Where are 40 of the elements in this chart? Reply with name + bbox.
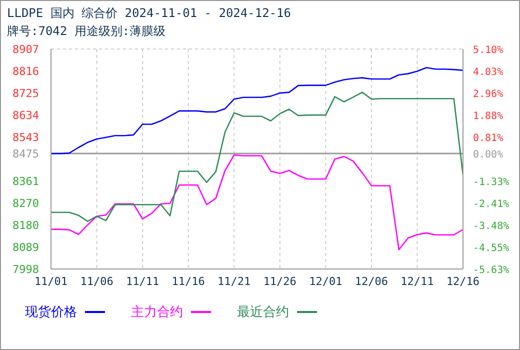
x-tick-label: 12/16 [446, 274, 480, 288]
x-tick-label: 12/01 [309, 274, 342, 288]
y2-tick-label: 0.81% [473, 132, 504, 144]
x-tick-label: 12/06 [354, 274, 388, 288]
x-tick-label: 11/11 [126, 274, 160, 288]
y2-tick-label: -3.48% [473, 220, 510, 232]
y-tick-label: 8634 [12, 109, 40, 122]
chart-title: LLDPE 国内 综合价 2024-11-01 - 2024-12-16 [7, 5, 291, 22]
y-tick-label: 8180 [12, 218, 39, 232]
x-tick-label: 11/26 [263, 274, 296, 288]
y2-tick-label: -4.55% [473, 242, 510, 254]
y-tick-label: 7998 [12, 263, 39, 276]
legend-label: 现货价格 [25, 304, 78, 321]
x-tick-label: 11/06 [80, 274, 114, 288]
y-tick-label: 8543 [12, 131, 39, 144]
legend-label: 最近合约 [237, 304, 290, 321]
chart-subtitle: 牌号:7042 用途级别:薄膜级 [7, 23, 166, 40]
y2-tick-label: 4.03% [473, 66, 504, 78]
y-tick-label: 8361 [12, 175, 39, 188]
y-tick-label: 8475 [12, 148, 39, 161]
y-tick-label: 8270 [12, 197, 39, 210]
y2-tick-label: -1.33% [473, 176, 510, 188]
y-tick-label: 8725 [12, 87, 39, 100]
y2-tick-label: -5.63% [473, 265, 510, 276]
legend-label: 主力合约 [131, 304, 184, 321]
line-series [51, 66, 463, 154]
x-tick-label: 11/16 [172, 274, 205, 288]
y2-tick-label: -2.41% [473, 198, 510, 210]
x-tick-label: 11/01 [34, 274, 68, 288]
line-series [51, 154, 463, 250]
y2-tick-label: 1.88% [473, 111, 504, 122]
y2-tick-label: 5.10% [473, 45, 504, 56]
y-tick-label: 8816 [12, 65, 39, 78]
y2-tick-label: 0.00% [473, 150, 504, 161]
x-tick-label: 11/21 [218, 274, 251, 288]
y-tick-label: 8907 [12, 43, 39, 56]
y-tick-label: 8089 [12, 240, 39, 254]
line-series [51, 92, 463, 222]
y2-tick-label: 2.96% [473, 88, 504, 100]
x-tick-label: 12/11 [400, 274, 434, 288]
